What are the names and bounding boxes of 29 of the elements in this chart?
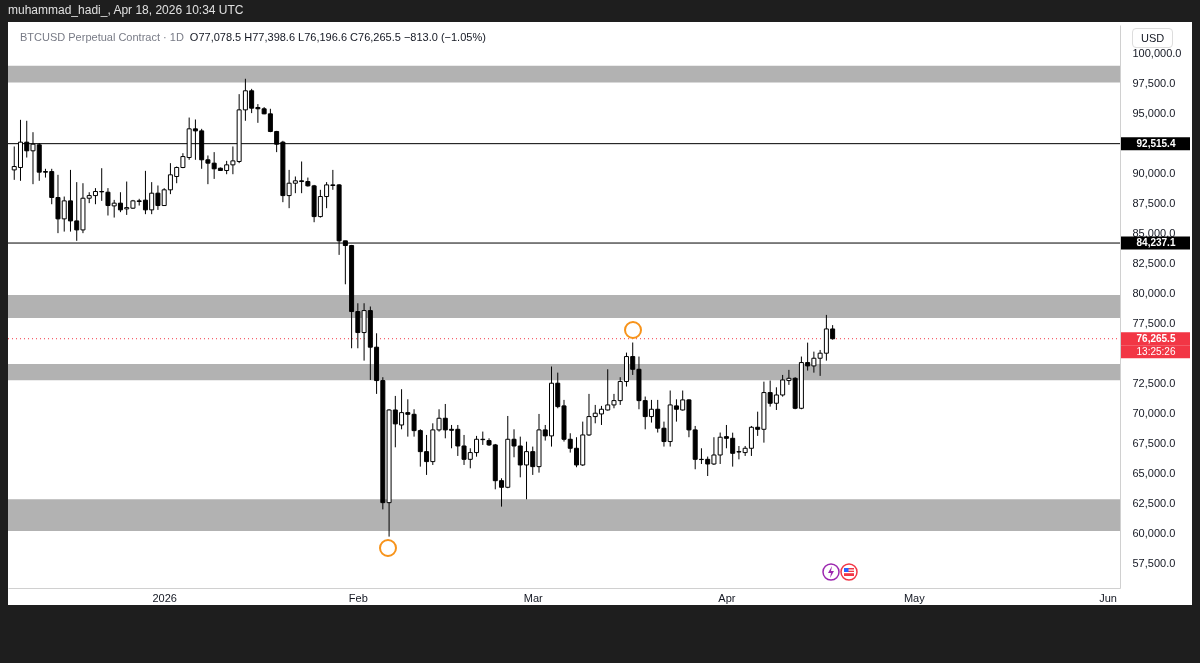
y-tick-label: 65,000.0 (1132, 467, 1176, 480)
y-tick-label: 72,500.0 (1132, 377, 1176, 390)
ref-line-label: 84,237.1 (1136, 237, 1176, 249)
y-tick-label: 80,000.0 (1132, 287, 1176, 300)
y-tick-label: 90,000.0 (1132, 167, 1176, 180)
y-tick-label: 82,500.0 (1132, 257, 1176, 270)
y-tick-label: 77,500.0 (1132, 317, 1176, 330)
text: O77,078.5 H77,398.6 L76,196.6 C76,265.5 −813.0 (−1.05%) (189, 31, 486, 43)
y-tick-label: 57,500.0 (1132, 557, 1176, 570)
ref-line-label: 92,515.4 (1136, 137, 1176, 149)
ref-line-label: 76,265.5 (1136, 332, 1176, 344)
x-tick-label: Mar (523, 591, 544, 604)
x-tick-label: Apr (718, 591, 736, 604)
y-tick-label: 97,500.0 (1132, 77, 1176, 90)
y-tick-label: 70,000.0 (1132, 407, 1176, 420)
x-tick-label: Feb (348, 591, 368, 604)
y-tick-label: 95,000.0 (1132, 107, 1176, 120)
y-tick-label: 62,500.0 (1132, 497, 1176, 510)
x-tick-label: 2026 (152, 591, 177, 604)
y-tick-label: 67,500.0 (1132, 437, 1176, 450)
x-tick-label: May (903, 591, 926, 604)
x-tick-label: Jun (1099, 591, 1117, 604)
y-tick-label: 60,000.0 (1132, 527, 1176, 540)
text: 13:25:26 (1136, 345, 1176, 357)
text: muhammad_hadi_, Apr 18, 2026 10:34 UTC (8, 3, 244, 17)
y-axis-title: USD (1132, 28, 1174, 48)
y-tick-label: 100,000.0 (1132, 47, 1182, 60)
text: BTCUSD Perpetual Contract · 1D (20, 31, 184, 43)
y-tick-label: 87,500.0 (1132, 197, 1176, 210)
